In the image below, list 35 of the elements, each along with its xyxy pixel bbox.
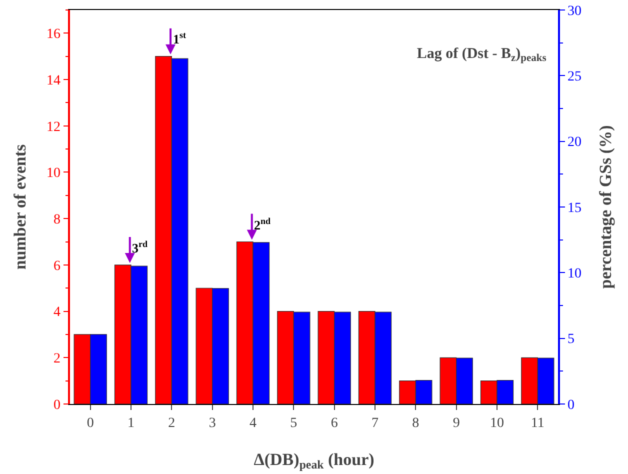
y-tick-label: 2 xyxy=(53,352,60,367)
y2-tick-label: 15 xyxy=(568,200,582,216)
y-tick-label: 8 xyxy=(53,212,60,228)
y-tick-label: 10 xyxy=(46,166,60,182)
x-tick-label: 5 xyxy=(290,416,298,431)
y-tick-label: 0 xyxy=(53,398,60,413)
x-tick-label: 11 xyxy=(530,416,544,431)
y2-tick-label: 30 xyxy=(568,4,582,19)
x-tick-label: 1 xyxy=(128,416,134,431)
y-tick-label: 4 xyxy=(53,305,60,320)
y2-tick-label: 5 xyxy=(568,332,575,348)
y2-axis-title: percentage of GSs (%) xyxy=(596,125,615,289)
x-tick-label: 9 xyxy=(452,416,460,431)
x-tick-label: 2 xyxy=(168,416,176,431)
x-tick-label: 10 xyxy=(490,416,504,431)
x-tick-label: 0 xyxy=(86,416,94,431)
annotation: 3$^{rd}$ xyxy=(132,239,148,256)
x-tick-label: 6 xyxy=(330,416,338,431)
y-tick-label: 12 xyxy=(46,120,60,135)
y-tick-label: 14 xyxy=(46,73,60,88)
y2-tick-label: 10 xyxy=(568,266,582,282)
x-tick-label: 7 xyxy=(372,416,378,431)
y2-tick-label: 25 xyxy=(568,70,582,85)
x-tick-label: 8 xyxy=(412,416,420,431)
y-axis-title: number of events xyxy=(10,144,30,270)
annotation: 1$^{st}$ xyxy=(173,30,186,46)
y2-tick-label: 20 xyxy=(568,135,582,150)
y2-tick-label: 0 xyxy=(568,398,575,413)
x-tick-label: 3 xyxy=(208,416,216,431)
y-tick-label: 6 xyxy=(53,258,60,274)
annotation: 2$^{nd}$ xyxy=(254,216,271,232)
x-axis-title: Δ(DB)$_{peak}$ (hour) xyxy=(254,450,374,472)
text: Lag of (Dst - B$_{z}$)$_{peaks}$ xyxy=(416,46,546,64)
y-tick-label: 16 xyxy=(46,27,60,42)
x-tick-label: 4 xyxy=(250,416,256,431)
